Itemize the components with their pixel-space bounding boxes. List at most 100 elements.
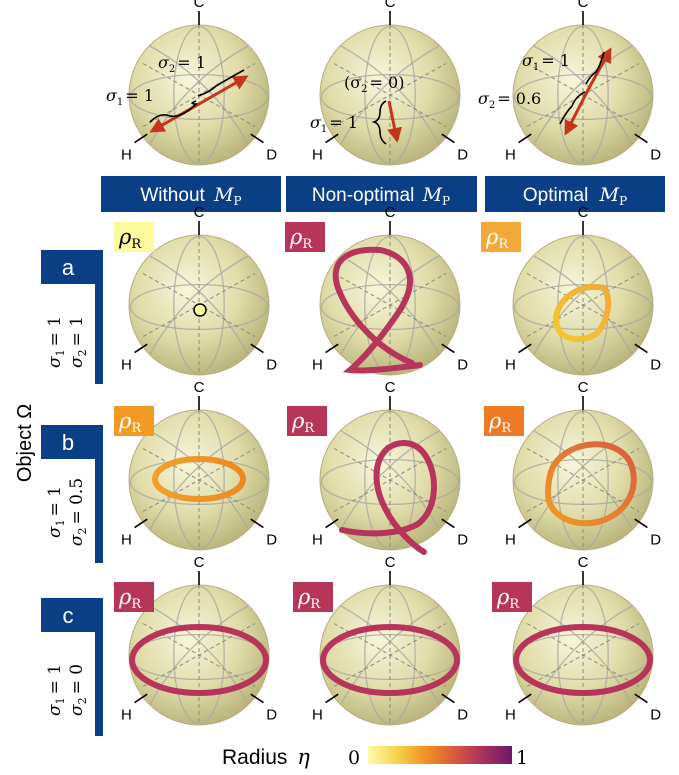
bloch-sphere-top-nonoptimal: C H D (312, 0, 468, 166)
state-arrow-2b (564, 87, 591, 136)
bloch-sphere-top-optimal: C H D (505, 0, 661, 166)
colorbar-gradient (368, 746, 512, 764)
rho-badge-b-optimal: ρR (484, 406, 524, 436)
rho-badge-b-nonoptimal: ρR (287, 406, 327, 436)
trajectory-b-nonoptimal (339, 440, 437, 555)
axis-label-c: C (385, 554, 396, 571)
trajectory-c-nonoptimal (320, 624, 460, 696)
axis-label-d: D (457, 706, 468, 723)
brace-sigma2-0 (197, 69, 245, 97)
annot-sigma2-1: (σ2 = 0) (344, 73, 404, 95)
state-arrow-1 (387, 100, 402, 143)
rho-badges: ρR ρR ρR ρR ρR ρR ρR ρR ρR (114, 222, 532, 612)
axis-label-d: D (266, 706, 277, 723)
rho-badge-c-without: ρR (114, 582, 154, 612)
svg-text:σ2= 1: σ2= 1 (67, 316, 89, 368)
annot-sigma1-2: σ1 = 1 (522, 51, 570, 73)
axis-label-d: D (266, 356, 277, 373)
column-header-0: Without MP (140, 184, 241, 208)
column-header-box-2 (485, 176, 665, 212)
brace-sigma1-1 (371, 100, 387, 145)
axis-label-h: H (121, 146, 132, 163)
brace-sigma1-0 (149, 100, 198, 123)
svg-text:ρR: ρR (118, 585, 142, 612)
axis-label-c: C (194, 0, 205, 11)
brace-sigma1-2 (585, 51, 605, 85)
svg-text:σ2= 0.5: σ2= 0.5 (67, 478, 89, 546)
rho-badge-c-nonoptimal: ρR (293, 582, 333, 612)
bloch-sphere-b-nonoptimal: C H D (312, 379, 468, 551)
bloch-sphere-a-nonoptimal: C H D (312, 204, 468, 376)
axis-label-h: H (121, 531, 132, 548)
top-annotation-1: σ1 = 1 (σ2 = 0) (310, 73, 404, 145)
axis-label-d: D (457, 531, 468, 548)
axis-label-c: C (194, 204, 205, 221)
axis-label-h: H (505, 531, 516, 548)
axis-label-c: C (385, 379, 396, 396)
brace-sigma2-2 (559, 91, 586, 125)
svg-text:σ1= 1: σ1= 1 (45, 486, 67, 538)
axis-label-d: D (266, 146, 277, 163)
axis-label-d: D (457, 356, 468, 373)
axis-label-h: H (505, 356, 516, 373)
trajectory-b-optimal (544, 441, 637, 527)
top-annotation-2: σ1 = 1 σ2 = 0.6 (478, 47, 612, 136)
svg-text:ρR: ρR (118, 225, 142, 252)
axis-label-d: D (457, 146, 468, 163)
axis-label-c: C (578, 0, 589, 11)
svg-text:σ2= 0: σ2= 0 (67, 664, 89, 716)
svg-text:c: c (63, 603, 74, 628)
axis-label-c: C (578, 379, 589, 396)
svg-text:ρR: ρR (289, 225, 313, 252)
state-arrow-2a (587, 47, 612, 89)
axis-label-d: D (266, 531, 277, 548)
svg-text:b: b (62, 430, 74, 455)
svg-text:σ1= 1: σ1= 1 (45, 664, 67, 716)
row-label-b: b σ1= 1 σ2= 0.5 (41, 425, 103, 563)
trajectory-c-without (129, 624, 269, 696)
axis-label-h: H (312, 146, 323, 163)
axis-label-h: H (505, 146, 516, 163)
annot-sigma1-0: σ1 = 1 (106, 86, 154, 108)
axis-label-d: D (650, 706, 661, 723)
axis-label-h: H (505, 706, 516, 723)
annot-sigma1-1: σ1 = 1 (310, 113, 358, 135)
axis-label-c: C (194, 554, 205, 571)
axis-label-d: D (650, 146, 661, 163)
axis-label-c: C (578, 554, 589, 571)
row-labels: a σ1= 1 σ2= 1 b σ1= 1 σ2= 0.5 c σ1= 1 (14, 250, 103, 736)
svg-text:ρR: ρR (485, 225, 509, 252)
colorbar-max: 1 (516, 747, 528, 769)
trajectory-a-nonoptimal (332, 246, 423, 374)
rho-badge-b-without: ρR (114, 406, 154, 436)
trajectory-b-without (152, 456, 246, 502)
axis-label-d: D (650, 356, 661, 373)
colorbar-min: 0 (348, 747, 360, 769)
rho-badge-a-nonoptimal: ρR (285, 222, 325, 252)
axis-label-d: D (650, 531, 661, 548)
column-header-box-1 (286, 176, 477, 212)
row-label-a: a σ1= 1 σ2= 1 (41, 250, 103, 384)
axis-label-h: H (121, 356, 132, 373)
top-annotation-0: σ1 = 1 σ2 = 1 (106, 53, 249, 133)
svg-text:ρR: ρR (297, 585, 321, 612)
column-header-2: Optimal MP (523, 184, 627, 208)
annot-sigma2-2: σ2 = 0.6 (478, 89, 541, 111)
row-axis-label: Object Ω (14, 404, 36, 482)
axis-label-c: C (194, 379, 205, 396)
row-label-c: c σ1= 1 σ2= 0 (41, 598, 103, 736)
state-arrow-0 (149, 75, 249, 133)
column-header-1: Non-optimal MP (312, 184, 450, 208)
colorbar-label: Radius η (222, 745, 310, 769)
rho-badge-a-optimal: ρR (481, 222, 521, 252)
axis-label-c: C (385, 204, 396, 221)
svg-text:ρR: ρR (291, 409, 315, 436)
svg-text:σ1= 1: σ1= 1 (45, 316, 67, 368)
axis-label-h: H (312, 706, 323, 723)
svg-text:a: a (62, 255, 75, 280)
rho-badge-c-optimal: ρR (492, 582, 532, 612)
state-point-a-without (193, 303, 207, 317)
bloch-sphere-a-optimal: C H D (505, 204, 661, 376)
column-headers: Without MP Non-optimal MP Optimal MP (101, 176, 665, 212)
